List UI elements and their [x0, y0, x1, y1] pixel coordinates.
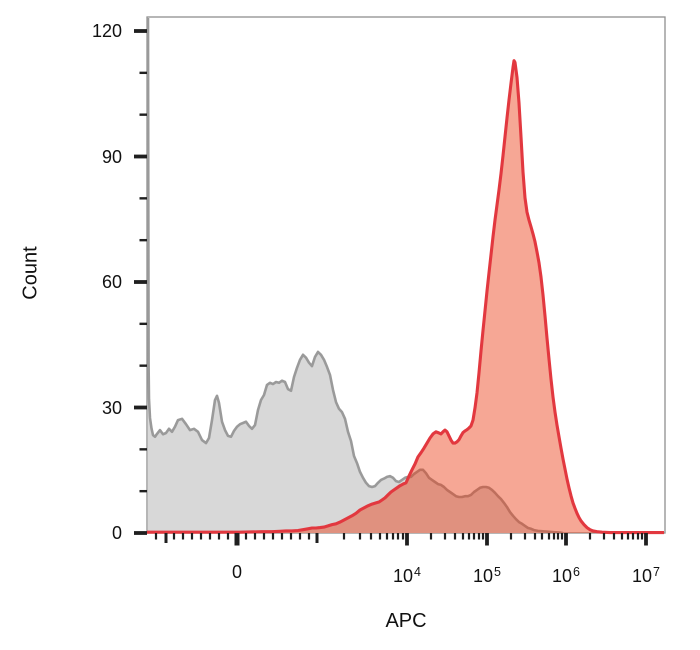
- sample-histogram-curve: [147, 59, 664, 535]
- control-histogram-curve: [146, 17, 564, 535]
- x-tick-label: 107: [632, 565, 660, 586]
- y-tick-label: 90: [101, 146, 122, 167]
- y-tick-label: 60: [101, 272, 122, 292]
- control-histogram-fill: [148, 18, 563, 533]
- y-axis-title: Count: [19, 246, 42, 300]
- x-tick-label: 0: [231, 562, 242, 582]
- y-tick-label: 0: [111, 523, 122, 543]
- x-tick-label: 106: [552, 565, 580, 586]
- x-tick-label: 105: [473, 565, 501, 586]
- sample-histogram-fill: [147, 60, 664, 533]
- y-tick-label: 120: [91, 21, 122, 41]
- y-tick-label: 30: [101, 397, 122, 418]
- x-tick-label: 104: [393, 565, 421, 586]
- x-axis-title: APC: [385, 610, 427, 632]
